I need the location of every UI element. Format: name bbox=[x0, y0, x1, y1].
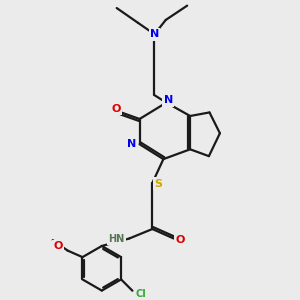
Text: O: O bbox=[176, 235, 185, 245]
Text: N: N bbox=[127, 139, 136, 149]
Text: Cl: Cl bbox=[135, 289, 146, 299]
Text: O: O bbox=[53, 241, 63, 251]
Text: N: N bbox=[150, 29, 159, 39]
Text: N: N bbox=[164, 95, 173, 105]
Text: O: O bbox=[111, 104, 121, 114]
Text: S: S bbox=[154, 178, 162, 188]
Text: HN: HN bbox=[109, 233, 125, 244]
